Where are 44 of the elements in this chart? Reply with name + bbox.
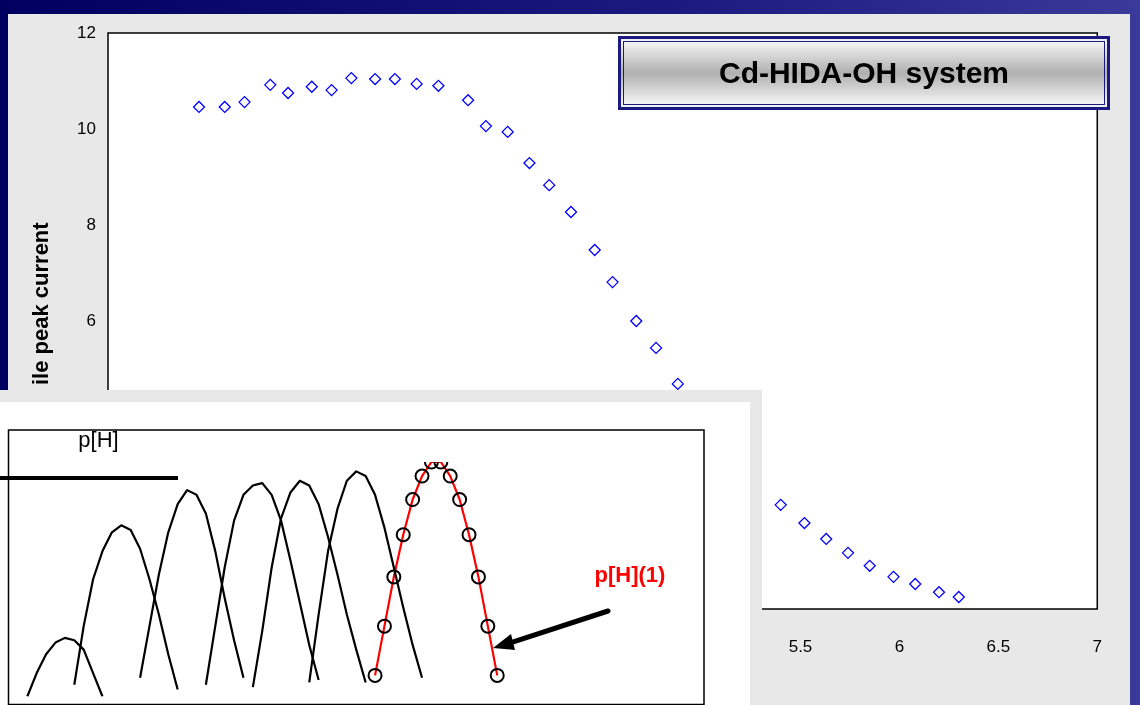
- x-tick-label: 7: [1092, 636, 1103, 656]
- point: [388, 72, 402, 86]
- point: [543, 179, 556, 192]
- x-tick-label: 5.5: [788, 636, 813, 656]
- point: [238, 95, 251, 109]
- point: [649, 341, 663, 355]
- point: [281, 86, 295, 100]
- point: [432, 79, 445, 92]
- y-tick-label: 12: [77, 22, 96, 42]
- point: [218, 100, 231, 114]
- point: [461, 94, 475, 107]
- point: [863, 559, 876, 572]
- point: [909, 577, 922, 591]
- point: [523, 156, 536, 170]
- y-tick-label: 6: [86, 310, 96, 330]
- y-tick-label: 8: [86, 214, 96, 234]
- point: [887, 570, 900, 583]
- point: [820, 532, 833, 546]
- point: [841, 546, 855, 559]
- y-tick-label: 10: [77, 118, 96, 138]
- x-tick-label: 6.5: [986, 636, 1011, 656]
- point: [410, 77, 423, 91]
- point: [932, 586, 946, 599]
- point: [501, 125, 514, 139]
- y-axis-title: ile peak current: [28, 221, 54, 385]
- point: [630, 314, 643, 328]
- point: [264, 78, 277, 91]
- point: [564, 205, 578, 219]
- point: [345, 71, 358, 85]
- title-box: Cd-HIDA-OH system: [620, 38, 1108, 108]
- point: [588, 243, 601, 257]
- point: [774, 498, 787, 511]
- annotation: p[H]: [78, 427, 119, 453]
- point: [798, 516, 811, 530]
- point: [368, 72, 382, 86]
- point: [606, 275, 619, 289]
- point: [479, 119, 493, 133]
- x-tick-label: 6: [894, 636, 905, 656]
- point: [952, 590, 965, 604]
- point: [671, 377, 684, 391]
- point: [325, 83, 338, 97]
- point: [192, 100, 206, 114]
- point: [305, 80, 318, 93]
- annotation: p[H](1): [594, 561, 666, 587]
